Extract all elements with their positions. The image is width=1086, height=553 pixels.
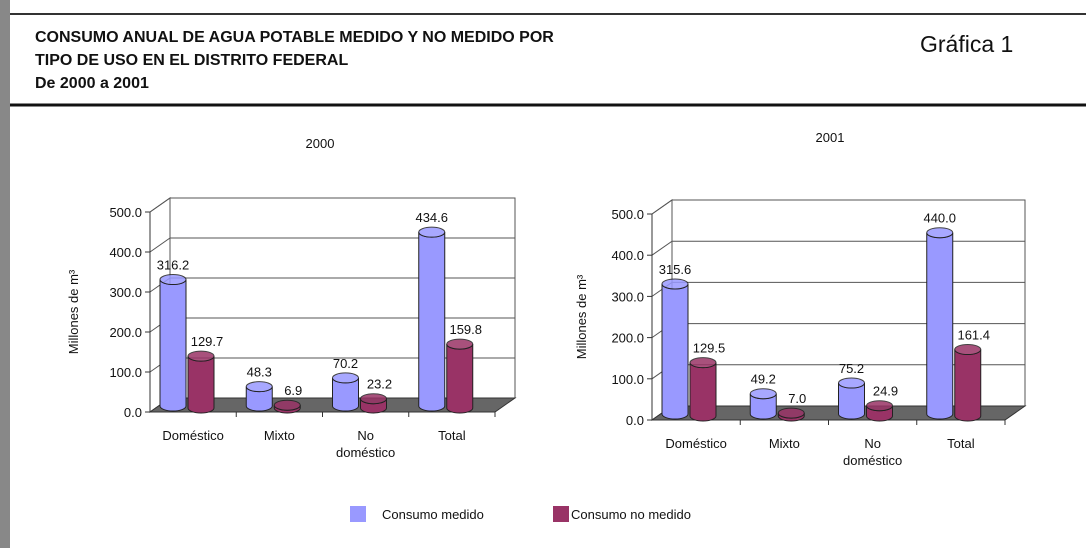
bar-top	[661, 278, 689, 290]
chart-title: 2001	[816, 130, 845, 145]
side-bar	[0, 0, 10, 548]
bar-top	[954, 344, 982, 356]
y-tick-label: 400.0	[611, 248, 644, 263]
y-tick-label: 500.0	[109, 205, 142, 220]
bar-top	[838, 377, 865, 389]
legend-label: Consumo no medido	[571, 507, 691, 522]
data-label: 49.2	[751, 372, 776, 387]
y-tick-label: 0.0	[124, 405, 142, 420]
grid-line	[651, 240, 1025, 256]
header-title: De 2000 a 2001	[35, 75, 149, 92]
bar-top	[777, 407, 805, 419]
y-tick-label: 400.0	[109, 245, 142, 260]
y-tick-label: 0.0	[626, 413, 644, 428]
bar-top	[926, 227, 954, 239]
bar-top	[187, 350, 215, 362]
y-axis-label: Millones de m³	[574, 274, 589, 359]
bar-top	[360, 393, 387, 405]
data-label: 161.4	[957, 328, 990, 343]
legend-swatch	[350, 506, 366, 522]
header-title: CONSUMO ANUAL DE AGUA POTABLE MEDIDO Y N…	[35, 29, 554, 46]
data-label: 6.9	[284, 383, 302, 398]
bar-top	[749, 388, 777, 400]
x-tick-label: Mixto	[264, 428, 295, 443]
x-tick-label: Doméstico	[162, 428, 223, 443]
bar-top	[418, 226, 446, 238]
bar-top	[245, 381, 273, 393]
x-tick-label: Total	[947, 436, 975, 451]
header-title: TIPO DE USO EN EL DISTRITO FEDERAL	[35, 52, 348, 69]
x-tick-label: No doméstico	[843, 436, 902, 468]
data-label: 129.5	[693, 341, 726, 356]
bar-top	[159, 274, 187, 286]
data-label: 24.9	[873, 384, 898, 399]
chart-title: 2000	[306, 136, 335, 151]
y-tick-label: 200.0	[611, 331, 644, 346]
y-tick-label: 300.0	[109, 285, 142, 300]
bar	[661, 283, 689, 420]
bar	[418, 232, 446, 412]
data-label: 315.6	[659, 262, 692, 277]
data-label: 70.2	[333, 356, 358, 371]
data-label: 48.3	[247, 365, 272, 380]
header-label: Gráfica 1	[920, 31, 1013, 57]
y-tick-label: 100.0	[611, 372, 644, 387]
grid-line	[149, 237, 515, 253]
bar-top	[446, 338, 474, 350]
bar-top	[273, 399, 301, 411]
data-label: 159.8	[449, 322, 482, 337]
x-tick-label: Doméstico	[665, 436, 726, 451]
bar	[926, 232, 954, 420]
bar	[446, 343, 474, 414]
legend-label: Consumo medido	[382, 507, 484, 522]
x-tick-label: Mixto	[769, 436, 800, 451]
y-tick-label: 100.0	[109, 365, 142, 380]
x-tick-label: No doméstico	[336, 428, 395, 460]
data-label: 440.0	[923, 211, 956, 226]
data-label: 129.7	[191, 334, 224, 349]
bar	[159, 279, 187, 412]
bar-top	[866, 400, 893, 412]
y-tick-label: 300.0	[611, 289, 644, 304]
bar-top	[689, 357, 717, 369]
bar	[689, 362, 717, 422]
data-label: 23.2	[367, 377, 392, 392]
grid-line	[149, 197, 515, 213]
bar	[187, 355, 215, 414]
y-tick-label: 500.0	[611, 207, 644, 222]
data-label: 434.6	[415, 210, 448, 225]
bar-top	[332, 372, 359, 384]
data-label: 75.2	[839, 361, 864, 376]
legend-swatch	[553, 506, 569, 522]
grid-line	[651, 199, 1025, 215]
data-label: 7.0	[788, 391, 806, 406]
data-label: 316.2	[157, 258, 190, 273]
x-tick-label: Total	[438, 428, 466, 443]
y-tick-label: 200.0	[109, 325, 142, 340]
y-axis-label: Millones de m³	[66, 269, 81, 354]
bar	[954, 349, 982, 422]
